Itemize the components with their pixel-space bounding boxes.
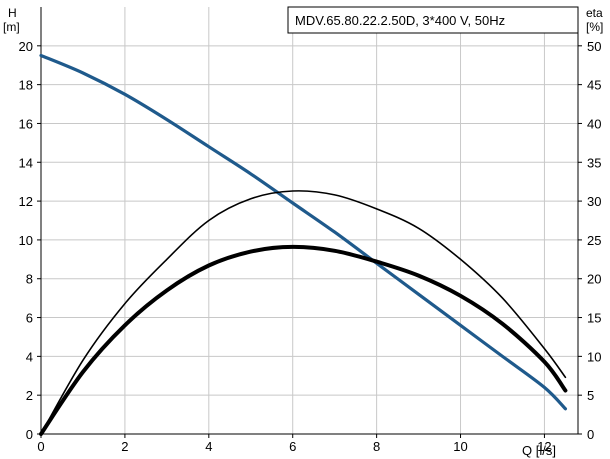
y-left-axis-label: H: [8, 6, 17, 20]
y-right-axis-unit: [%]: [586, 20, 603, 34]
x-tick-label: 10: [453, 439, 467, 454]
y-left-axis-ticks: 0 2 4 6 8 10 12 14 16 18 20: [19, 39, 41, 442]
y-left-tick-label: 18: [19, 78, 33, 93]
y-left-tick-label: 6: [26, 311, 33, 326]
y-left-tick-label: 16: [19, 116, 33, 131]
y-left-tick-label: 8: [26, 272, 33, 287]
y-left-tick-label: 14: [19, 155, 33, 170]
y-right-tick-label: 15: [587, 311, 601, 326]
series-layer: [41, 56, 565, 435]
y-right-tick-label: 50: [587, 39, 601, 54]
y-left-tick-label: 2: [26, 388, 33, 403]
efficiency-curve-thick: [41, 247, 565, 434]
x-tick-label: 0: [37, 439, 44, 454]
y-left-tick-label: 10: [19, 233, 33, 248]
y-right-tick-label: 40: [587, 116, 601, 131]
y-left-tick-label: 20: [19, 39, 33, 54]
x-axis-ticks: 0 2 4 6 8 10 12: [37, 434, 551, 454]
chart-title: MDV.65.80.22.2.50D, 3*400 V, 50Hz: [295, 13, 505, 28]
x-tick-label: 8: [373, 439, 380, 454]
y-right-axis-ticks: 0 5 10 15 20 25 30 35 40 45 50: [578, 39, 601, 442]
y-right-tick-label: 0: [587, 427, 594, 442]
y-right-tick-label: 10: [587, 349, 601, 364]
x-tick-label: 6: [289, 439, 296, 454]
y-right-tick-label: 45: [587, 78, 601, 93]
x-axis-label: Q [l/s]: [522, 443, 556, 458]
head-curve: [41, 56, 565, 409]
y-right-tick-label: 20: [587, 272, 601, 287]
y-right-tick-label: 25: [587, 233, 601, 248]
grid: [41, 7, 578, 434]
y-left-tick-label: 0: [26, 427, 33, 442]
y-right-axis-label: eta: [586, 6, 603, 20]
y-right-tick-label: 30: [587, 194, 601, 209]
plot-frame: [41, 7, 578, 434]
y-left-tick-label: 12: [19, 194, 33, 209]
y-left-tick-label: 4: [26, 349, 33, 364]
x-tick-label: 4: [205, 439, 212, 454]
x-tick-label: 2: [121, 439, 128, 454]
y-right-tick-label: 5: [587, 388, 594, 403]
y-right-tick-label: 35: [587, 155, 601, 170]
y-left-axis-unit: [m]: [3, 20, 20, 34]
